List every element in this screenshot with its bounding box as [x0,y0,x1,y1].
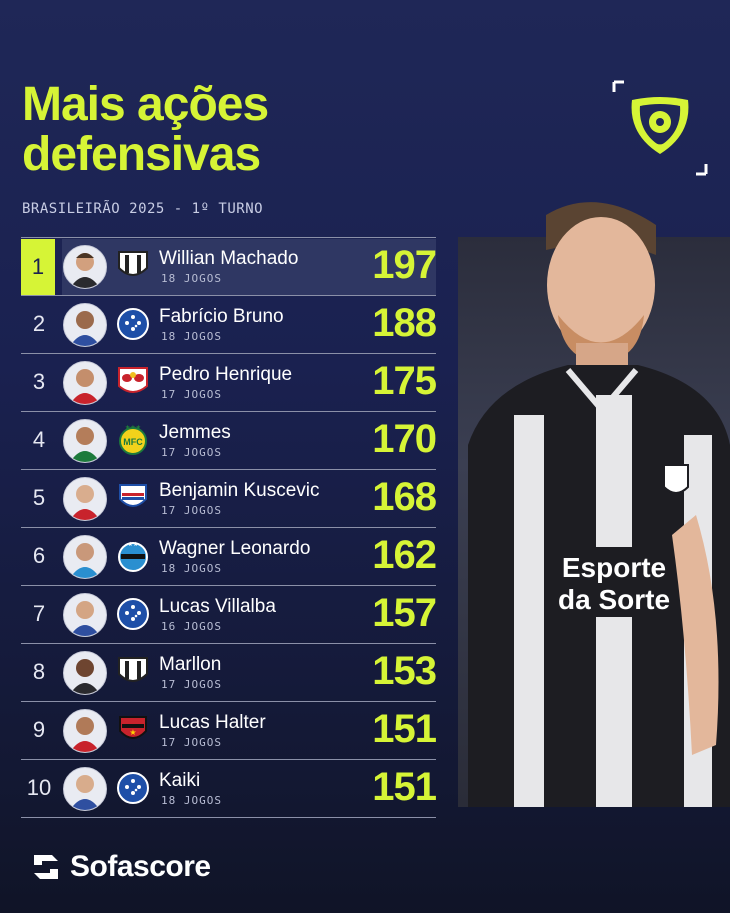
title-line-1: Mais ações [22,78,269,131]
brand-name: Sofascore [70,850,211,883]
table-row: 1 Willian Machado 18 JOGOS 197 [21,237,437,296]
stat-value: 162 [372,533,437,577]
games-count: 18 JOGOS [161,330,222,343]
games-count: 18 JOGOS [161,562,222,575]
table-row: 7 Lucas Villalba 16 JOGOS 157 [21,586,437,644]
stat-value: 197 [372,243,437,287]
table-row: 5 Benjamin Kuscevic 17 JOGOS 168 [21,470,437,528]
table-row: 4 MFC ★★★ Jemmes 17 JOGOS 170 [21,412,437,470]
stat-value: 175 [372,359,437,403]
page-title: Mais ações defensivas [22,80,422,180]
rank: 6 [32,543,46,568]
rank: 9 [32,717,46,742]
rank: 3 [32,369,46,394]
ceara-crest-icon [118,657,148,682]
games-count: 18 JOGOS [161,272,222,285]
cruzeiro-crest-icon [117,772,149,804]
svg-text:Esporte: Esporte [562,552,666,583]
player-name: Marllon [159,654,222,675]
rank: 10 [26,775,52,800]
avatar [63,709,107,753]
table-row: 10 Kaiki 18 JOGOS 151 [21,760,437,818]
player-name: Wagner Leonardo [159,538,311,559]
sofascore-logo-icon [34,855,58,879]
games-count: 17 JOGOS [161,504,222,517]
avatar [63,593,107,637]
games-count: 17 JOGOS [161,388,222,401]
stat-value: 151 [372,707,437,751]
avatar [63,767,107,811]
fortaleza-crest-icon [119,484,147,507]
stat-value: 168 [372,475,437,519]
title-line-2: defensivas [22,128,261,181]
stat-value: 188 [372,301,437,345]
player-name: Lucas Villalba [159,596,276,617]
games-count: 16 JOGOS [161,620,222,633]
svg-text:MFC: MFC [123,437,143,447]
games-count: 18 JOGOS [161,794,222,807]
avatar [63,419,107,463]
stat-value: 153 [372,649,437,693]
bragantino-crest-icon [118,367,148,393]
brasileirao-logo [612,80,708,176]
ceara-crest-icon [118,251,148,276]
games-count: 17 JOGOS [161,446,222,459]
svg-text:★: ★ [129,728,136,737]
rank: 8 [32,659,46,684]
table-row: 8 Marllon 17 JOGOS 153 [21,644,437,702]
gremio-crest-icon: ★★ [118,541,148,572]
avatar [63,245,107,289]
table-row: 6 ★★ Wagner Leonardo 18 JOGOS 162 [21,528,437,586]
stat-value: 157 [372,591,437,635]
table-row: 2 Fabrício Bruno 18 JOGOS 188 [21,296,437,354]
svg-text:da Sorte: da Sorte [558,584,670,615]
avatar [63,477,107,521]
vitoria-crest-icon: ★ [119,716,147,739]
player-name: Pedro Henrique [159,364,293,385]
rank: 4 [32,427,46,452]
player-name: Kaiki [159,770,201,791]
svg-text:★★★: ★★★ [125,424,141,431]
player-name: Willian Machado [159,248,299,269]
mirassol-crest-icon: MFC ★★★ [119,424,147,455]
table-row: 9 ★ Lucas Halter 17 JOGOS 151 [21,702,437,760]
cruzeiro-crest-icon [117,598,149,630]
avatar [63,535,107,579]
games-count: 17 JOGOS [161,736,222,749]
avatar [63,303,107,347]
rank: 5 [32,485,46,510]
svg-text:★★: ★★ [128,541,139,548]
avatar [63,361,107,405]
stat-value: 151 [372,765,437,809]
rank: 1 [21,239,55,295]
player-name: Lucas Halter [159,712,266,733]
table-row: 3 Pedro Henrique 17 JOGOS 175 [21,354,437,412]
player-name: Fabrício Bruno [159,306,284,327]
player-name: Benjamin Kuscevic [159,480,320,501]
ranking-table: 1 Willian Machado 18 JOGOS 197 2 Fabríci… [21,237,437,818]
avatar [63,651,107,695]
rank: 7 [32,601,46,626]
stat-value: 170 [372,417,437,461]
cruzeiro-crest-icon [117,308,149,340]
sofascore-brand: Sofascore [30,850,211,884]
subtitle: BRASILEIRÃO 2025 - 1º TURNO [22,201,264,217]
player-photo: Esporte da Sorte [468,202,730,807]
games-count: 17 JOGOS [161,678,222,691]
rank: 2 [32,311,46,336]
player-name: Jemmes [159,422,231,443]
